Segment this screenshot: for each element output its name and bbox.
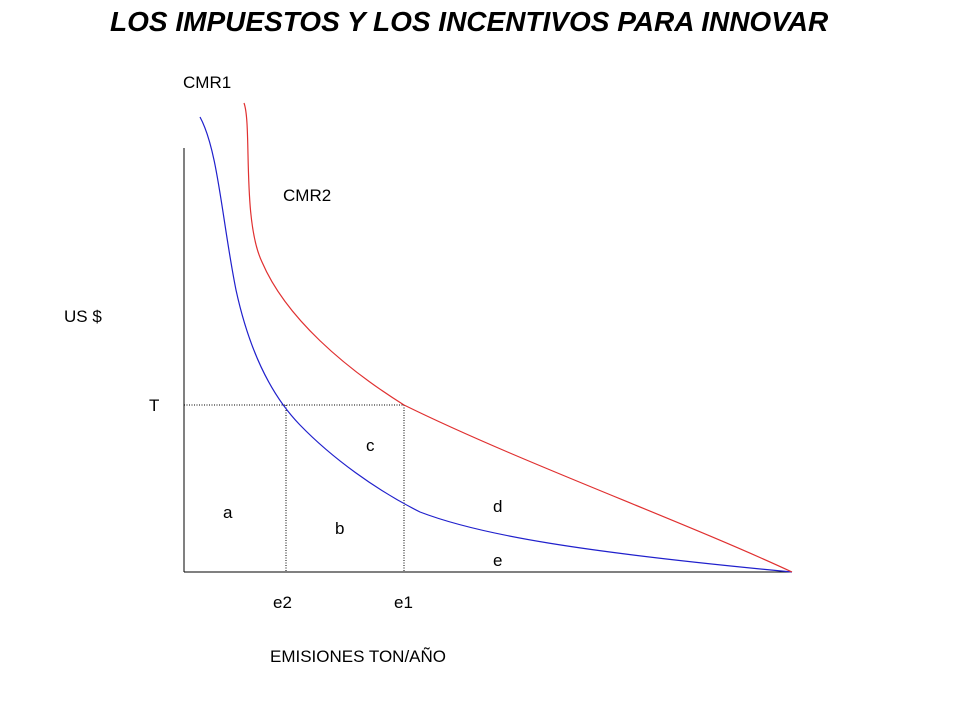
chart-title: LOS IMPUESTOS Y LOS INCENTIVOS PARA INNO…: [110, 6, 829, 37]
tax-label: T: [149, 396, 160, 415]
cmr1-curve: [199, 116, 793, 573]
e1-label: e1: [394, 593, 413, 612]
cmr1-label: CMR1: [183, 73, 232, 92]
area-b-label: b: [335, 519, 345, 538]
x-axis-label: EMISIONES TON/AÑO: [270, 647, 447, 666]
area-a-label: a: [223, 503, 233, 522]
cmr2-label: CMR2: [283, 186, 332, 205]
area-c-label: c: [366, 436, 375, 455]
e2-label: e2: [273, 593, 292, 612]
y-axis-label: US $: [64, 307, 102, 326]
cmr2-curve: [243, 102, 793, 573]
area-d-label: d: [493, 497, 503, 516]
area-e-label: e: [493, 551, 503, 570]
